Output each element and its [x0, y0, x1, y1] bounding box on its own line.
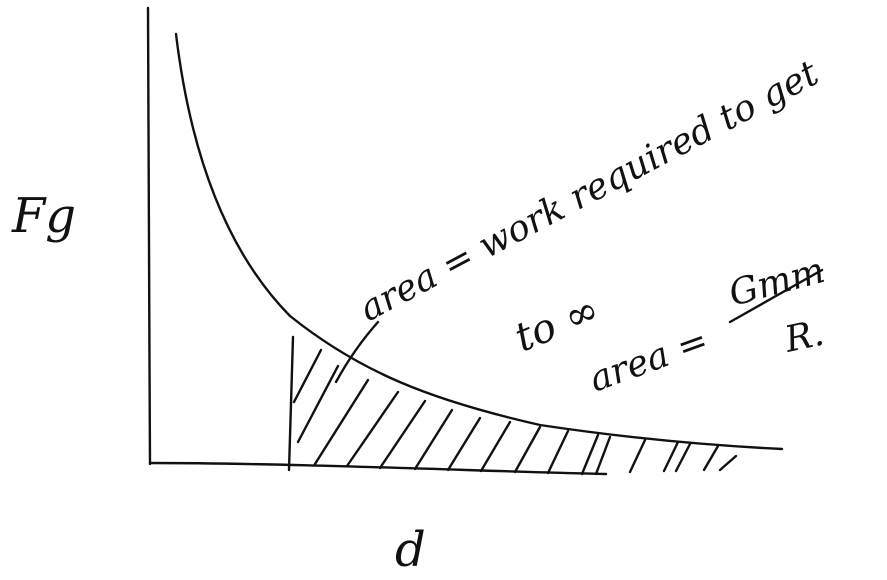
x-axis-label: d: [395, 522, 426, 578]
area-formula-numerator: Gmm: [725, 250, 829, 315]
y-axis-label: Fg: [11, 188, 76, 244]
area-formula-prefix: area =: [584, 320, 714, 401]
annotation-pointer-line: [334, 320, 380, 384]
y-axis: [146, 6, 152, 466]
area-work-annotation-line2: to ∞: [509, 286, 606, 361]
area-formula-denominator: R.: [780, 313, 827, 361]
shaded-area-hatching: [292, 348, 738, 476]
force-curve: [174, 32, 784, 451]
x-axis: [148, 461, 608, 476]
r-boundary-line: [287, 335, 295, 472]
area-formula-fraction-bar: [728, 268, 824, 324]
